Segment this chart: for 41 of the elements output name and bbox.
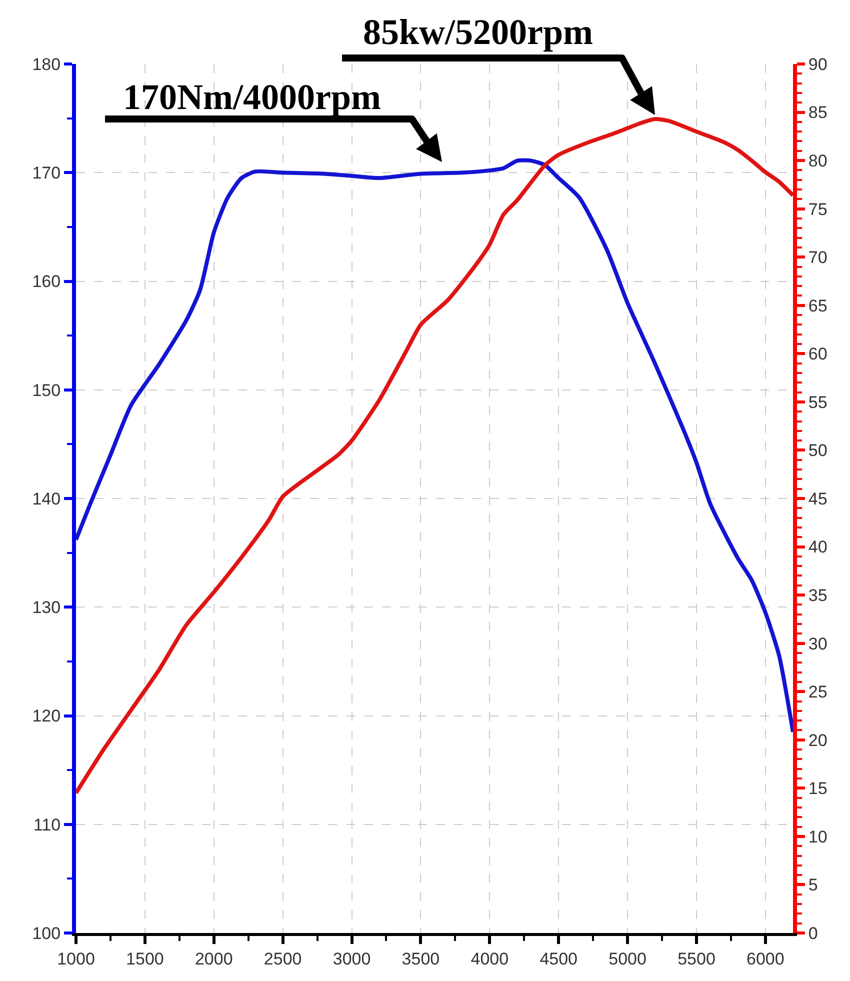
y-tick-label: 170 xyxy=(32,164,61,183)
y2-tick-label: 80 xyxy=(808,152,828,171)
x-tick-label: 5000 xyxy=(608,949,646,968)
x-tick-label: 2000 xyxy=(194,949,233,968)
x-tick-label: 4500 xyxy=(540,949,578,968)
y2-tick-label: 15 xyxy=(808,779,828,798)
y-tick-label: 110 xyxy=(33,815,61,834)
y-tick-label: 180 xyxy=(32,54,61,74)
x-tick-label: 4000 xyxy=(470,949,509,968)
y2-tick-label: 90 xyxy=(808,54,828,74)
y2-tick-label: 70 xyxy=(808,248,828,268)
y2-tick-label: 25 xyxy=(808,682,828,702)
x-tick-label: 6000 xyxy=(746,949,784,968)
x-tick-label: 5500 xyxy=(678,949,716,968)
y-tick-label: 130 xyxy=(32,598,61,618)
y2-tick-label: 60 xyxy=(808,344,828,364)
y-tick-label: 100 xyxy=(32,924,61,943)
y2-tick-label: 35 xyxy=(808,586,828,606)
y-tick-label: 160 xyxy=(32,272,61,292)
y2-tick-label: 65 xyxy=(808,296,828,316)
x-tick-label: 3000 xyxy=(332,949,371,968)
y2-tick-label: 20 xyxy=(808,730,828,750)
annotation: 170Nm/4000rpm xyxy=(123,77,381,117)
y2-tick-label: 40 xyxy=(808,538,828,557)
y2-tick-label: 0 xyxy=(808,924,818,943)
x-tick-label: 2500 xyxy=(264,949,302,968)
y2-tick-label: 5 xyxy=(808,876,818,895)
y2-tick-label: 50 xyxy=(808,441,828,460)
x-tick-label: 1000 xyxy=(57,949,95,968)
y2-tick-label: 45 xyxy=(808,489,828,508)
y2-tick-label: 30 xyxy=(808,634,828,654)
x-tick-label: 1500 xyxy=(126,949,164,968)
y-tick-label: 140 xyxy=(32,489,61,508)
y2-tick-label: 10 xyxy=(808,827,828,846)
y2-tick-label: 75 xyxy=(808,200,828,219)
y2-tick-label: 55 xyxy=(808,392,828,412)
y2-tick-label: 85 xyxy=(808,103,828,122)
x-tick-label: 3500 xyxy=(402,949,440,968)
y-tick-label: 120 xyxy=(32,706,61,726)
text: 85kw/5200rpm xyxy=(363,12,594,52)
y-tick-label: 150 xyxy=(32,380,61,400)
